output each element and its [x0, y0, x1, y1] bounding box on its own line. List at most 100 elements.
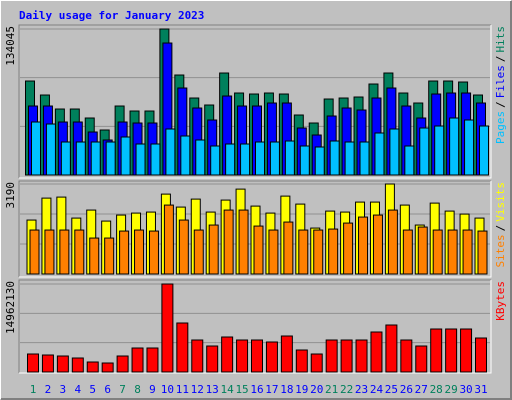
bar	[208, 224, 219, 275]
bar	[385, 324, 398, 373]
legend-separator: /	[494, 225, 507, 232]
bar	[161, 283, 174, 373]
bar	[255, 141, 265, 176]
bar	[134, 229, 145, 275]
bar	[163, 204, 174, 275]
x-tick-label: 18	[280, 383, 293, 396]
bar	[135, 143, 146, 176]
panel-bevel	[19, 181, 492, 278]
legend-entry: Files	[494, 65, 507, 98]
bar	[195, 139, 206, 176]
x-tick-label: 12	[191, 383, 204, 396]
legend-entry: Hits	[494, 26, 507, 53]
bar	[206, 345, 219, 373]
bar	[45, 123, 56, 176]
panel-bevel	[18, 24, 491, 178]
bar	[119, 230, 130, 275]
x-tick-label: 13	[206, 383, 219, 396]
bar	[180, 135, 191, 176]
bar	[475, 337, 487, 373]
bar	[404, 145, 415, 176]
panel-bevel	[19, 280, 492, 374]
x-tick-label: 15	[235, 383, 248, 396]
x-tick-label: 10	[161, 383, 174, 396]
y-tick-label: 3190	[4, 182, 17, 209]
bar	[400, 339, 413, 373]
bar	[191, 339, 204, 373]
bar	[253, 225, 264, 275]
bar	[355, 339, 368, 373]
bar	[313, 229, 324, 275]
bar	[370, 331, 383, 373]
x-tick-label: 2	[45, 383, 52, 396]
bar	[359, 141, 370, 176]
bar	[445, 328, 458, 373]
legend-entry: Visits	[494, 182, 507, 222]
x-tick-label: 11	[176, 383, 189, 396]
bar	[131, 347, 144, 373]
bar	[31, 121, 41, 176]
bar	[44, 229, 55, 275]
bar	[310, 353, 323, 373]
x-tick-label: 29	[445, 383, 458, 396]
bar	[464, 119, 475, 176]
bar	[60, 141, 71, 176]
bar	[283, 221, 294, 275]
bar	[387, 209, 398, 275]
bar	[358, 216, 369, 275]
bar	[374, 132, 385, 176]
x-tick-label: 3	[60, 383, 67, 396]
x-tick-label: 4	[74, 383, 81, 396]
bar	[343, 222, 354, 275]
x-tick-label: 19	[295, 383, 308, 396]
x-tick-label: 6	[104, 383, 111, 396]
bar	[449, 117, 460, 176]
x-tick-label: 28	[430, 383, 443, 396]
x-tick-label: 20	[310, 383, 323, 396]
x-tick-label: 27	[415, 383, 428, 396]
bar	[268, 229, 279, 275]
x-tick-label: 16	[250, 383, 263, 396]
x-tick-label: 1	[30, 383, 37, 396]
bar	[447, 229, 458, 275]
bar	[269, 141, 280, 176]
bar	[56, 355, 69, 373]
bar	[89, 237, 100, 275]
x-tick-label: 30	[459, 383, 472, 396]
legend: Sites / Visits	[494, 182, 507, 268]
bar	[176, 322, 189, 373]
x-tick-label: 22	[340, 383, 353, 396]
bar	[340, 339, 353, 373]
bar	[415, 345, 428, 373]
bar	[178, 219, 189, 275]
bar	[86, 361, 99, 373]
bar	[462, 229, 473, 275]
x-tick-label: 5	[89, 383, 96, 396]
bar	[402, 229, 413, 275]
bar	[284, 140, 295, 176]
bar	[314, 146, 325, 176]
bar	[372, 214, 383, 275]
bar	[120, 136, 131, 176]
bar	[432, 229, 443, 275]
bar	[71, 357, 84, 373]
bar	[236, 339, 249, 373]
legend-separator: /	[494, 56, 507, 63]
bar	[165, 128, 176, 176]
bar	[90, 141, 101, 176]
x-tick-label: 17	[265, 383, 278, 396]
x-tick-label: 8	[134, 383, 141, 396]
bar	[430, 328, 443, 373]
bar	[344, 141, 355, 176]
x-tick-label: 23	[355, 383, 368, 396]
bar	[221, 336, 234, 373]
y-tick-label: 14962130	[4, 281, 17, 334]
panel-bevel	[18, 180, 491, 277]
bar	[75, 141, 86, 176]
panel-bevel	[19, 25, 492, 179]
bar	[419, 127, 430, 176]
x-tick-label: 21	[325, 383, 338, 396]
bar	[460, 328, 473, 373]
legend: Pages / Files / Hits	[494, 26, 507, 144]
